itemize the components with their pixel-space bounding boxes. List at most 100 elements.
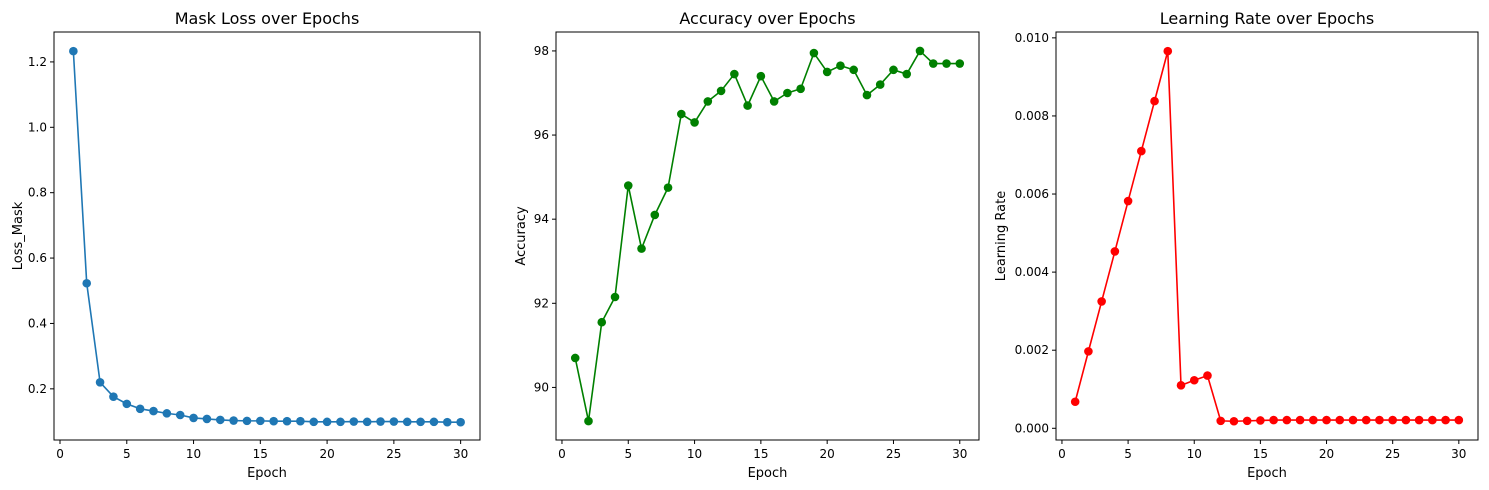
data-point — [242, 416, 252, 426]
data-point — [1454, 415, 1464, 425]
y-tick-label: 1.2 — [28, 55, 47, 69]
data-point — [82, 278, 92, 288]
axes-frame — [555, 31, 980, 441]
x-tick-label: 15 — [753, 447, 768, 461]
data-point — [416, 417, 425, 427]
subplot-mask-loss: Mask Loss over Epochs Epoch Loss_Mask 0 5… — [11, 9, 481, 481]
data-point — [456, 417, 465, 427]
plot-area: 0 5 10 15 20 25 30 0.2 0.4 0.6 0.8 1.0 1.2 — [28, 31, 481, 461]
data-point — [1401, 415, 1411, 425]
data-point — [442, 417, 452, 427]
data-point — [623, 181, 633, 190]
data-point — [376, 417, 385, 426]
data-point — [296, 416, 305, 426]
x-axis-label: Epoch — [247, 466, 287, 481]
data-point — [1242, 416, 1252, 426]
x-tick-label: 15 — [1253, 447, 1268, 461]
data-point — [783, 88, 792, 98]
x-tick-label: 10 — [186, 447, 201, 461]
data-point — [215, 415, 225, 425]
chart-title: Accuracy over Epochs — [679, 9, 855, 28]
data-point — [69, 46, 78, 56]
data-point — [1189, 375, 1199, 385]
data-point — [743, 101, 752, 110]
y-tick-label: 96 — [534, 128, 549, 142]
x-tick-label: 5 — [1124, 447, 1132, 461]
data-point — [1150, 96, 1159, 106]
x-tick-label: 10 — [1187, 447, 1202, 461]
y-tick-label: 0.002 — [1015, 343, 1049, 357]
y-tick-label: 0.010 — [1015, 31, 1049, 45]
data-point — [690, 118, 699, 127]
x-tick-label: 5 — [123, 447, 131, 461]
data-point — [362, 417, 372, 427]
data-point — [135, 404, 145, 414]
x-tick-label: 0 — [558, 447, 566, 461]
y-tick-label: 0.004 — [1015, 265, 1049, 279]
data-point — [1428, 415, 1437, 425]
data-point — [202, 414, 212, 424]
y-tick-label: 0.6 — [28, 251, 47, 265]
data-point — [1388, 415, 1397, 425]
data-point — [1176, 381, 1186, 390]
data-point — [1216, 416, 1225, 426]
y-tick-label: 0.8 — [28, 186, 47, 200]
x-tick-label: 25 — [886, 447, 901, 461]
data-point — [875, 80, 885, 89]
chart-title: Learning Rate over Epochs — [1160, 9, 1374, 28]
y-tick-label: 98 — [534, 44, 549, 58]
data-point — [915, 46, 925, 56]
data-point — [663, 183, 673, 192]
y-tick-label: 90 — [534, 380, 549, 394]
x-tick-label: 15 — [253, 447, 268, 461]
data-point — [336, 417, 345, 427]
y-axis-label: Learning Rate — [994, 191, 1009, 281]
x-axis-label: Epoch — [748, 466, 788, 481]
data-point — [1229, 416, 1239, 426]
data-point — [322, 417, 332, 427]
data-point — [1361, 415, 1371, 425]
data-point — [637, 244, 646, 253]
data-point — [942, 59, 951, 68]
data-point — [1203, 371, 1212, 380]
data-point — [1441, 415, 1450, 425]
data-point — [1282, 415, 1292, 425]
y-axis-label: Accuracy — [514, 206, 529, 266]
data-point — [955, 59, 965, 68]
data-point — [162, 409, 172, 418]
data-point — [109, 392, 118, 401]
x-tick-label: 5 — [624, 447, 632, 461]
data-point — [862, 90, 872, 100]
data-point — [809, 48, 819, 58]
y-tick-label: 92 — [534, 296, 549, 310]
data-point — [730, 69, 739, 79]
x-tick-label: 25 — [386, 447, 401, 461]
y-tick-label: 0.4 — [28, 316, 47, 330]
data-point — [175, 410, 185, 420]
data-point — [1123, 196, 1133, 206]
data-point — [309, 417, 319, 427]
data-point — [122, 399, 132, 409]
data-point — [1322, 415, 1331, 425]
data-point — [1309, 415, 1318, 425]
data-point — [756, 71, 766, 81]
data-point — [1110, 247, 1120, 256]
data-point — [716, 86, 726, 96]
data-point — [902, 69, 912, 79]
x-tick-label: 20 — [319, 447, 334, 461]
data-point — [1084, 347, 1093, 356]
data-point — [1163, 46, 1173, 56]
x-tick-label: 0 — [1058, 447, 1066, 461]
data-point — [1295, 415, 1305, 425]
axes-frame — [1055, 31, 1479, 441]
x-axis-label: Epoch — [1247, 466, 1287, 481]
data-point — [796, 84, 805, 94]
y-axis-label: Loss_Mask — [11, 201, 26, 270]
data-point — [256, 416, 265, 426]
subplot-accuracy: Accuracy over Epochs Epoch Accuracy 0 5 10… — [514, 9, 980, 481]
data-point — [402, 417, 412, 427]
y-tick-label: 1.0 — [28, 120, 47, 134]
plot-area: 0 5 10 15 20 25 30 90 92 94 96 98 — [534, 31, 980, 461]
